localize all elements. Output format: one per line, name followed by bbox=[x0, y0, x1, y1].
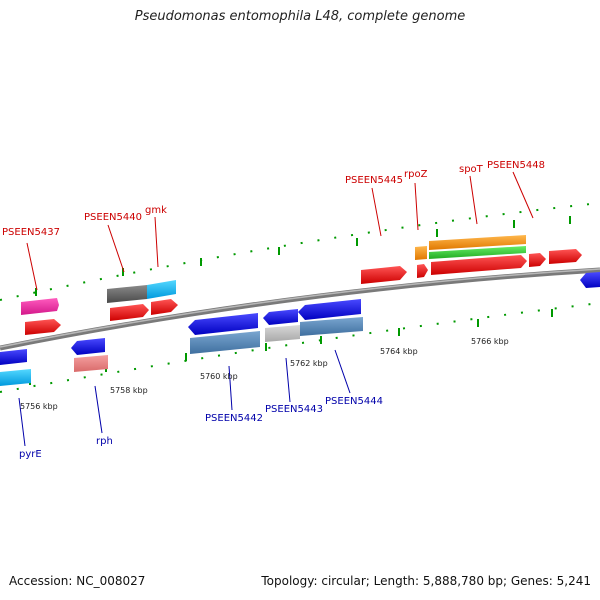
gene-blue-edge-right bbox=[580, 272, 600, 288]
gene-rpoZ-orange bbox=[415, 246, 427, 260]
gene-PSEEN5442-blue bbox=[188, 313, 258, 335]
gene-red-6 bbox=[529, 253, 546, 267]
gene-rph-salmon bbox=[74, 355, 108, 372]
label-leaders-top bbox=[26, 171, 534, 291]
scale-track-bottom bbox=[0, 302, 600, 393]
gene-PSEEN5444-steel bbox=[300, 317, 363, 336]
gene-label-PSEEN5445: PSEEN5445 bbox=[345, 175, 403, 186]
gene-label-PSEEN5443: PSEEN5443 bbox=[265, 404, 323, 415]
gene-PSEEN5437-pink bbox=[21, 298, 59, 315]
gene-PSEEN5443-blue bbox=[263, 309, 298, 325]
gene-label-spoT: spoT bbox=[459, 164, 484, 175]
genome-backbone-highlight bbox=[0, 268, 600, 348]
gene-rph-blue bbox=[71, 338, 105, 355]
gene-gmk-cyan bbox=[147, 280, 176, 299]
gene-red-4 bbox=[417, 264, 428, 278]
gene-label-PSEEN5440: PSEEN5440 bbox=[84, 212, 142, 223]
scale-track-top bbox=[0, 202, 600, 301]
gene-label-rpoZ: rpoZ bbox=[404, 169, 428, 180]
gene-pyrE-cyan bbox=[0, 369, 31, 386]
gene-red-3 bbox=[151, 299, 178, 315]
kbp-label-5760: 5760 kbp bbox=[200, 372, 238, 381]
gene-label-pyrE: pyrE bbox=[19, 449, 42, 460]
gene-red-1 bbox=[25, 319, 61, 335]
gene-PSEEN5443-gray bbox=[265, 325, 300, 342]
gene-labels-top: PSEEN5437 PSEEN5440 gmk PSEEN5445 rpoZ s… bbox=[2, 160, 545, 238]
genome-title: Pseudomonas entomophila L48, complete ge… bbox=[134, 9, 466, 24]
forward-genes bbox=[21, 235, 582, 335]
gene-red-5 bbox=[431, 255, 527, 275]
kbp-label-5766: 5766 kbp bbox=[471, 337, 509, 346]
footer-topology: Topology: circular; Length: 5,888,780 bp… bbox=[261, 574, 591, 588]
kbp-label-5762: 5762 kbp bbox=[290, 359, 328, 368]
gene-label-PSEEN5442: PSEEN5442 bbox=[205, 413, 263, 424]
gene-PSEEN5442-steel bbox=[190, 331, 260, 354]
gene-PSEEN5440-gray bbox=[107, 285, 147, 303]
genome-backbone bbox=[0, 267, 600, 351]
gene-labels-bottom: pyrE rph PSEEN5442 PSEEN5443 PSEEN5444 bbox=[19, 396, 383, 460]
gene-label-PSEEN5437: PSEEN5437 bbox=[2, 227, 60, 238]
kbp-labels: 5756 kbp 5758 kbp 5760 kbp 5762 kbp 5764… bbox=[20, 337, 509, 411]
gene-label-PSEEN5444: PSEEN5444 bbox=[325, 396, 383, 407]
gene-red-2 bbox=[110, 304, 149, 321]
gene-red-7 bbox=[549, 249, 582, 264]
gene-PSEEN5445-red bbox=[361, 266, 407, 284]
kbp-label-5758: 5758 kbp bbox=[110, 386, 148, 395]
gene-blue-edge-left bbox=[0, 349, 27, 365]
footer-accession: Accession: NC_008027 bbox=[9, 574, 146, 588]
gene-label-gmk: gmk bbox=[145, 205, 167, 216]
kbp-label-5756: 5756 kbp bbox=[20, 402, 58, 411]
reverse-genes bbox=[0, 272, 600, 386]
gene-spoT-orange bbox=[429, 235, 526, 250]
label-leaders-bottom bbox=[18, 349, 351, 447]
kbp-label-5764: 5764 kbp bbox=[380, 347, 418, 356]
gene-label-PSEEN5448: PSEEN5448 bbox=[487, 160, 545, 171]
gene-PSEEN5444-blue bbox=[298, 299, 361, 320]
gene-label-rph: rph bbox=[96, 436, 113, 447]
gene-spoT-green bbox=[429, 246, 526, 259]
